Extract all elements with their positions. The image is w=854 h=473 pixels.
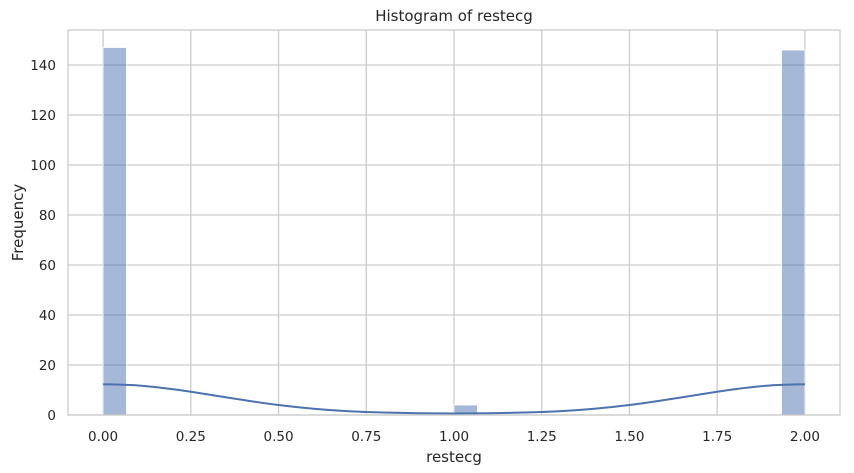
plot-frame (67, 29, 841, 416)
chart-title: Histogram of restecg (375, 7, 533, 25)
y-tick-label: 100 (30, 158, 56, 174)
kde-curve (103, 383, 805, 415)
y-tick-label: 20 (39, 358, 56, 374)
y-tick-labels: 0 20 40 60 80 100 120 140 (30, 58, 56, 424)
x-tick-label: 0.25 (176, 429, 206, 445)
y-tick-label: 0 (47, 408, 56, 424)
x-axis-title: restecg (426, 448, 482, 466)
kde-layer (103, 383, 805, 415)
y-tick-label: 80 (39, 208, 56, 224)
x-tick-label: 1.25 (527, 429, 557, 445)
x-tick-label: 2.00 (790, 429, 820, 445)
x-tick-label: 1.50 (614, 429, 644, 445)
x-tick-label: 0.75 (351, 429, 381, 445)
histogram-bar (102, 47, 127, 416)
grid-layer (68, 30, 840, 416)
x-tick-labels: 0.00 0.25 0.50 0.75 1.00 1.25 1.50 1.75 2.00 (88, 429, 820, 445)
histogram-bar (781, 49, 806, 416)
y-tick-label: 60 (39, 258, 56, 274)
y-tick-label: 140 (30, 58, 56, 74)
x-tick-label: 0.00 (88, 429, 118, 445)
x-tick-label: 1.75 (702, 429, 732, 445)
x-tick-label: 1.00 (439, 429, 469, 445)
y-tick-label: 40 (39, 308, 56, 324)
y-tick-label: 120 (30, 108, 56, 124)
x-tick-label: 0.50 (264, 429, 294, 445)
y-axis-title: Frequency (9, 184, 27, 262)
